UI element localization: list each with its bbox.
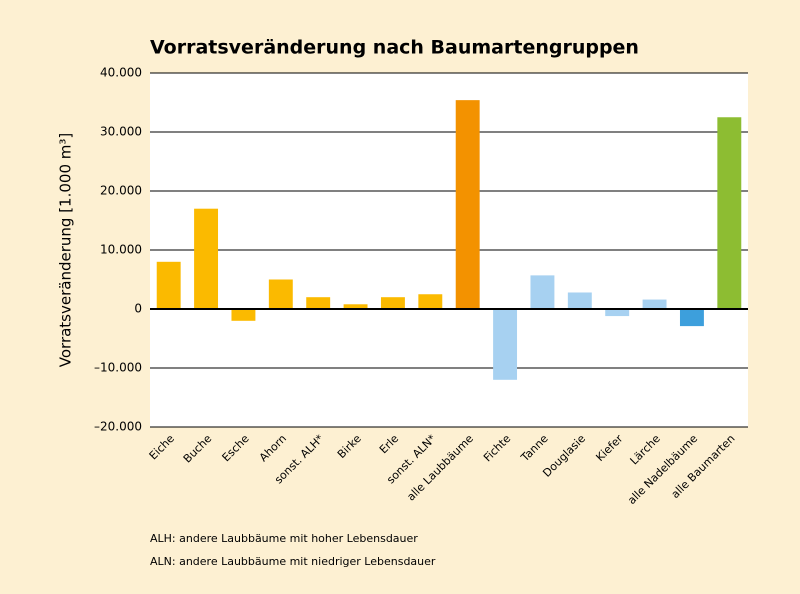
bar <box>455 100 480 309</box>
footnote: ALN: andere Laubbäume mit niedriger Lebe… <box>150 555 436 568</box>
bar <box>567 292 592 309</box>
bar <box>493 309 518 380</box>
y-tick-label: 0 <box>134 302 142 316</box>
y-tick-label: –20.000 <box>94 420 142 434</box>
bar <box>642 299 667 309</box>
bar <box>530 275 555 309</box>
bar <box>605 309 630 317</box>
bar <box>418 294 443 309</box>
y-axis-label: Vorratsveränderung [1.000 m³] <box>57 133 75 367</box>
bar <box>343 304 368 309</box>
bar <box>306 297 331 309</box>
bar <box>380 297 405 309</box>
y-tick-label: 40.000 <box>100 66 142 80</box>
chart-title: Vorratsveränderung nach Baumartengruppen <box>150 37 639 59</box>
y-tick-label: –10.000 <box>94 361 142 375</box>
bar <box>156 261 181 309</box>
y-tick-label: 30.000 <box>100 125 142 139</box>
bar <box>717 117 742 309</box>
y-tick-label: 20.000 <box>100 184 142 198</box>
bar <box>194 208 219 309</box>
bar <box>679 309 704 327</box>
bar <box>231 309 256 321</box>
y-tick-label: 10.000 <box>100 243 142 257</box>
bar <box>268 279 293 309</box>
footnote: ALH: andere Laubbäume mit hoher Lebensda… <box>150 532 418 545</box>
